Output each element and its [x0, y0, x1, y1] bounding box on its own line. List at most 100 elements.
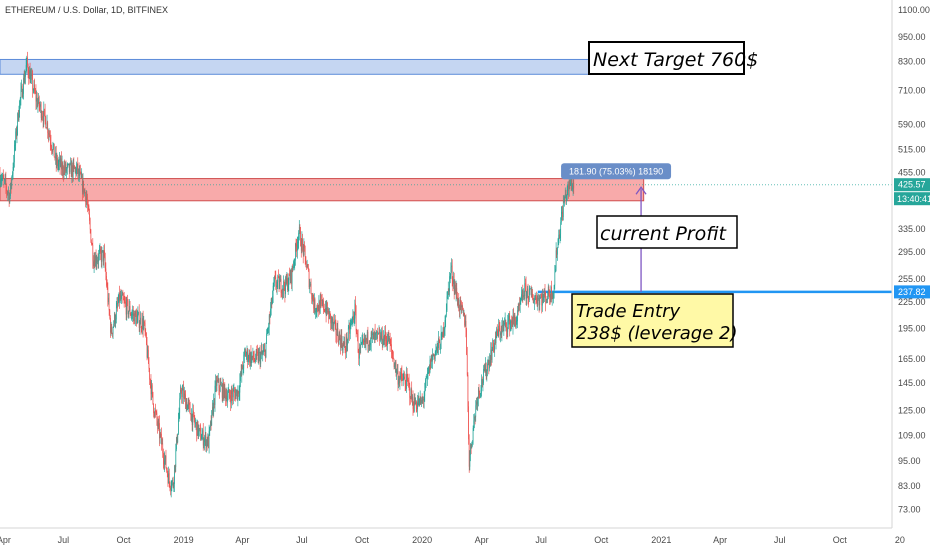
candle [316, 304, 318, 319]
y-tick-label: 83.00 [898, 481, 921, 491]
candle [106, 271, 107, 288]
candle [371, 330, 373, 340]
candle [288, 273, 290, 292]
y-tick-label: 195.00 [898, 323, 926, 333]
candle [76, 163, 78, 175]
candle [324, 303, 326, 313]
candle [236, 389, 238, 401]
next-target-note[interactable]: Next Target 760$ [588, 41, 758, 75]
x-tick-label: Oct [833, 535, 848, 545]
candle [488, 359, 490, 375]
candle [504, 317, 505, 326]
candle [207, 433, 209, 447]
candle [32, 70, 34, 98]
candle [3, 174, 5, 188]
candle [18, 105, 20, 123]
candle [275, 270, 277, 290]
candle [75, 166, 77, 180]
candle [292, 263, 294, 273]
candle [237, 385, 239, 407]
candle [247, 347, 249, 369]
candle [153, 411, 155, 419]
price-axis[interactable] [891, 0, 932, 550]
candle [562, 195, 564, 221]
candle [217, 373, 219, 383]
candle [326, 300, 328, 317]
candle [559, 228, 561, 244]
trade-entry-note[interactable]: Trade Entry 238$ (leverage 2) [571, 293, 737, 348]
candle [483, 365, 484, 386]
y-tick-label: 225.00 [898, 297, 926, 307]
target-zone-rect[interactable] [0, 58, 645, 75]
candle [218, 377, 220, 396]
candle [398, 371, 400, 387]
candle [291, 265, 293, 292]
candle [119, 285, 120, 309]
candle [29, 66, 30, 80]
candle [84, 187, 86, 194]
candle [124, 295, 126, 304]
candle [168, 468, 170, 488]
candle [193, 404, 194, 418]
candles-layer [0, 51, 575, 498]
candle [301, 231, 303, 254]
candle [438, 331, 439, 356]
candle [306, 259, 308, 268]
candle [359, 343, 360, 367]
current-profit-note[interactable]: current Profit [596, 215, 738, 249]
candle [43, 101, 45, 128]
candle [183, 380, 184, 405]
candle [429, 355, 431, 374]
candle [281, 285, 283, 300]
candle [350, 318, 352, 330]
candle [51, 149, 53, 154]
candle [389, 332, 391, 353]
candle [331, 316, 333, 332]
candle [299, 224, 301, 234]
candle [363, 333, 365, 346]
candle [496, 324, 498, 336]
candle [30, 68, 32, 84]
candle [266, 329, 267, 345]
candle [233, 383, 235, 392]
time-axis[interactable] [0, 527, 932, 550]
candle [117, 294, 119, 307]
candle [470, 443, 472, 455]
candle [351, 316, 353, 327]
candle [101, 246, 103, 269]
candle [191, 413, 193, 431]
candle [458, 293, 460, 312]
candle [349, 322, 350, 341]
resistance-zone-rect[interactable] [0, 178, 645, 202]
candle [315, 307, 317, 318]
candle [393, 351, 394, 360]
candle [209, 426, 211, 436]
candle [119, 290, 121, 304]
current-price-tag [894, 178, 930, 192]
candle [125, 296, 127, 321]
candle [97, 253, 99, 269]
candle [213, 398, 215, 409]
candle [377, 327, 379, 342]
candle [11, 175, 13, 190]
candle [176, 434, 178, 445]
candle [5, 171, 7, 194]
candle [435, 343, 437, 356]
candle [61, 151, 62, 176]
candle [208, 424, 210, 454]
candle [497, 329, 499, 338]
candle [413, 401, 415, 413]
candle [267, 326, 269, 336]
candle [125, 297, 126, 308]
candle [525, 278, 526, 292]
candle [555, 265, 556, 273]
candle [491, 342, 492, 366]
candle [265, 342, 267, 359]
candle [508, 313, 509, 330]
candle [295, 242, 296, 266]
candle [453, 271, 454, 289]
candle [445, 303, 447, 318]
candle [355, 296, 356, 316]
candle [328, 308, 330, 324]
